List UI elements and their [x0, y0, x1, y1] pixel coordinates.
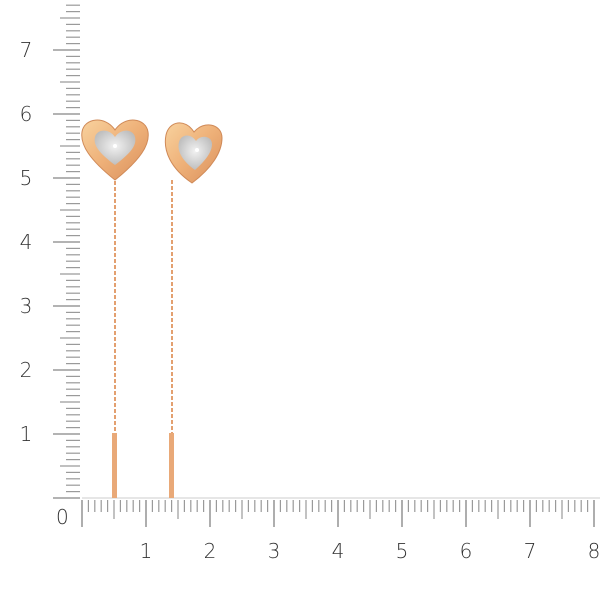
bar: [112, 433, 117, 498]
x-label: 3: [268, 539, 281, 563]
bar: [169, 433, 174, 498]
y-label: 5: [20, 166, 33, 190]
y-label: 1: [20, 422, 33, 446]
origin-label: 0: [56, 505, 69, 529]
x-label: 7: [524, 539, 537, 563]
x-label: 2: [204, 539, 217, 563]
earring-right: [164, 122, 223, 498]
ruler-labels: 0 1 2 3 4 5 6 7 8 1 2 3 4 5 6 7: [20, 38, 600, 563]
x-label: 6: [460, 539, 473, 563]
x-label: 5: [396, 539, 409, 563]
y-label: 2: [20, 358, 33, 382]
x-label: 8: [588, 539, 600, 563]
stone: [113, 144, 117, 148]
ruler-ticks: [53, 4, 600, 527]
x-label: 1: [140, 539, 153, 563]
y-label: 4: [20, 230, 33, 254]
earring-left: [81, 119, 149, 498]
y-label: 3: [20, 294, 33, 318]
y-label: 6: [20, 102, 33, 126]
heart-inlay: [178, 135, 212, 170]
x-label: 4: [332, 539, 345, 563]
y-label: 7: [20, 38, 33, 62]
stone: [195, 148, 199, 152]
